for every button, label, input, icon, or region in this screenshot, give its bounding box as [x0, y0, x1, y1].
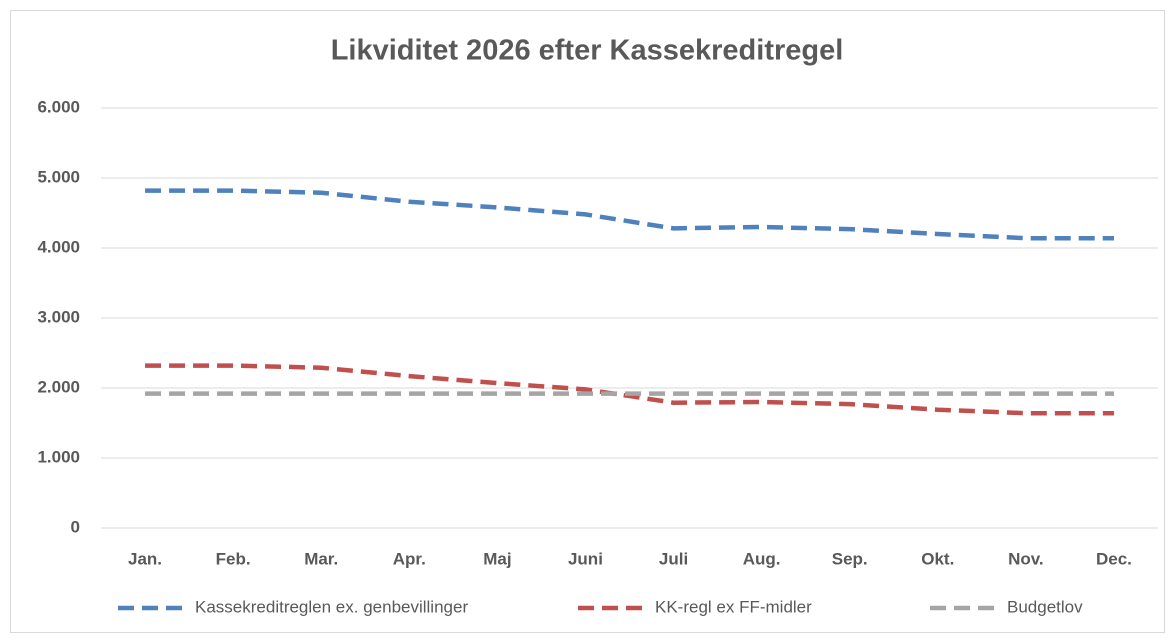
- legend-label: Kassekreditreglen ex. genbevillinger: [195, 597, 468, 616]
- x-tick-label: Apr.: [393, 549, 426, 568]
- series-line: [145, 188, 1114, 241]
- x-tick-label: Jan.: [128, 549, 162, 568]
- x-tick-label: Nov.: [1008, 549, 1044, 568]
- series-line: [145, 363, 1114, 416]
- x-tick-label: Mar.: [304, 549, 338, 568]
- legend-label: KK-regl ex FF-midler: [655, 597, 812, 616]
- y-tick-label: 1.000: [37, 447, 80, 466]
- x-tick-label: Okt.: [921, 549, 954, 568]
- x-tick-label: Dec.: [1096, 549, 1132, 568]
- chart-title: Likviditet 2026 efter Kassekreditregel: [331, 35, 844, 67]
- x-tick-label: Aug.: [743, 549, 781, 568]
- x-tick-label: Maj: [483, 549, 511, 568]
- x-tick-label: Juli: [659, 549, 688, 568]
- legend-label: Budgetlov: [1007, 597, 1083, 616]
- y-tick-label: 3.000: [37, 307, 80, 326]
- x-tick-label: Juni: [568, 549, 603, 568]
- chart-frame: [10, 10, 1165, 633]
- x-tick-label: Feb.: [216, 549, 251, 568]
- y-tick-label: 6.000: [37, 97, 80, 116]
- y-tick-label: 2.000: [37, 377, 80, 396]
- y-tick-label: 5.000: [37, 167, 80, 186]
- y-tick-label: 0: [71, 517, 80, 536]
- y-tick-label: 4.000: [37, 237, 80, 256]
- x-tick-label: Sep.: [832, 549, 868, 568]
